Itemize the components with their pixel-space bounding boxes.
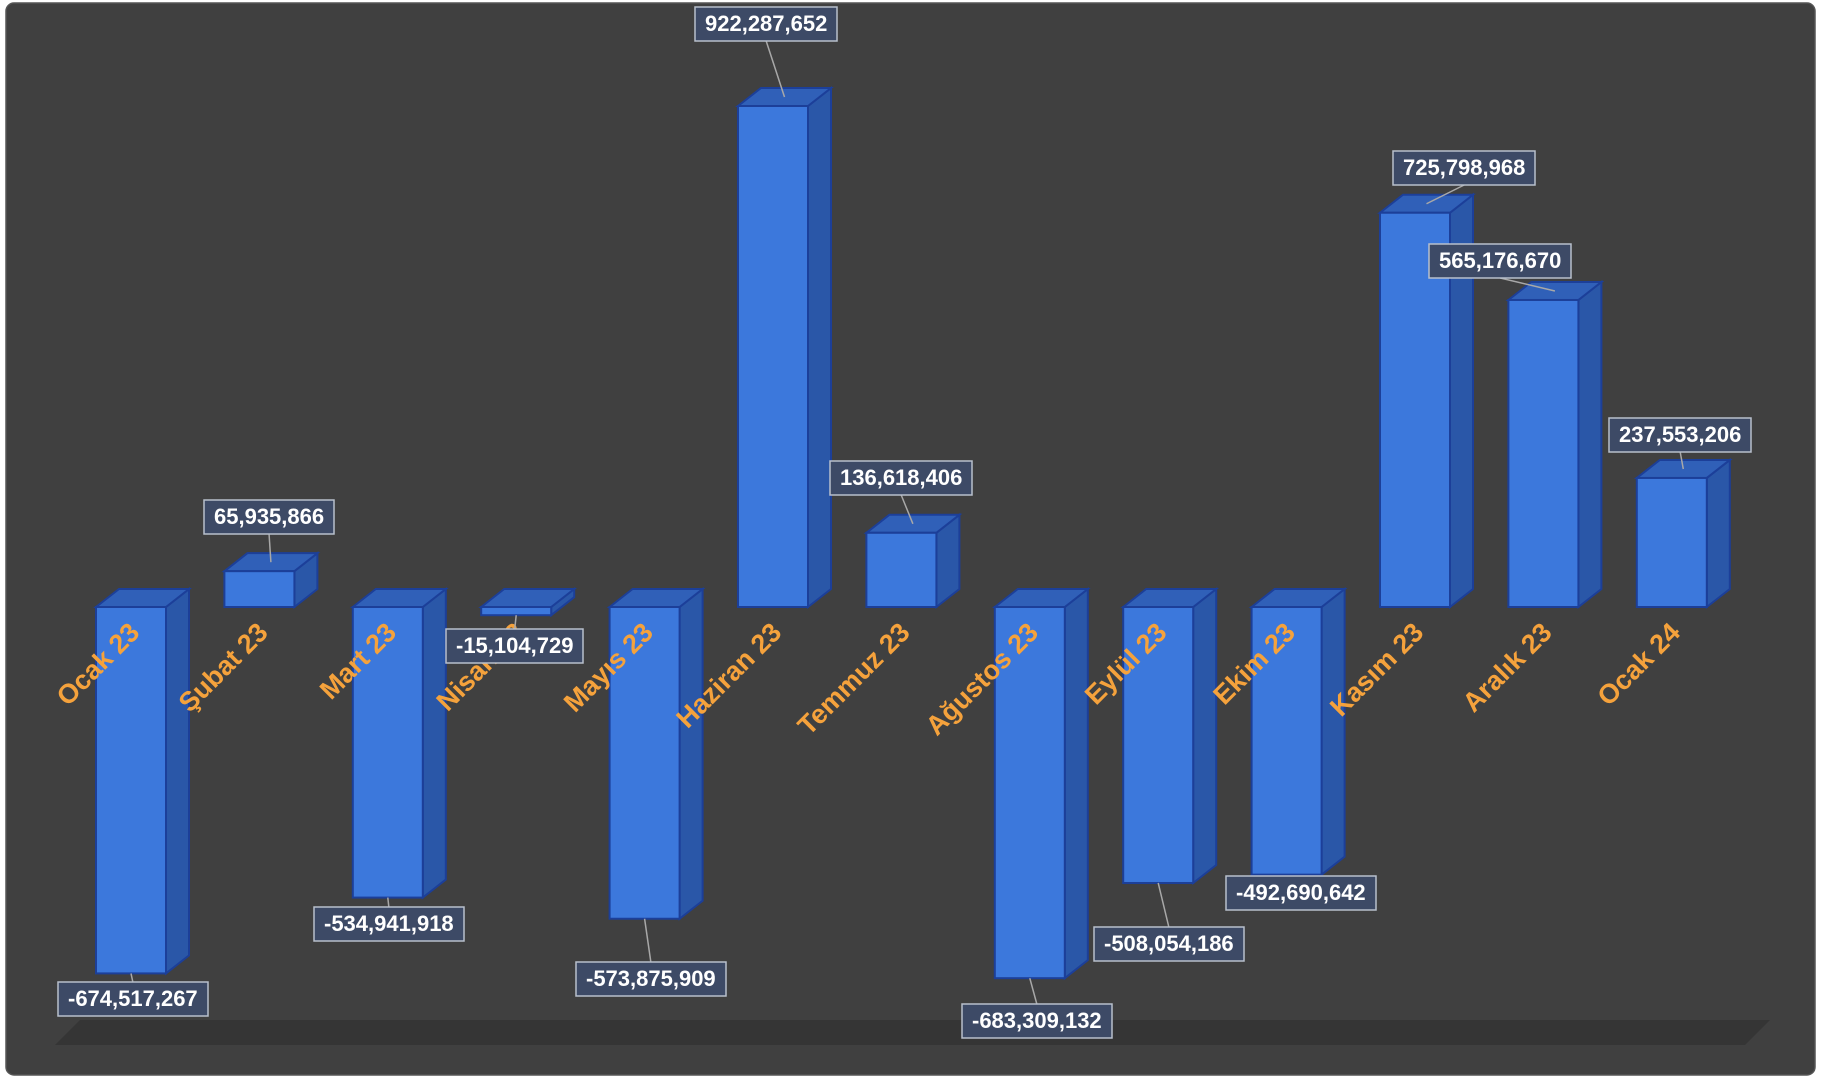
bar-mart-23 xyxy=(349,586,449,900)
leader-line-aralik-23 xyxy=(1499,277,1556,292)
bar-front-mayis-23 xyxy=(608,606,681,920)
bar-front-agustos-23 xyxy=(993,606,1066,980)
bar-side-ekim-23 xyxy=(1320,586,1346,877)
leader-line-subat-23 xyxy=(268,533,272,563)
data-label-ocak-24: 237,553,206 xyxy=(1608,417,1752,453)
data-label-temmuz-23: 136,618,406 xyxy=(829,460,973,496)
leader-line-temmuz-23 xyxy=(900,494,914,525)
leader-line-mayis-23 xyxy=(643,918,652,963)
data-label-haziran-23: 922,287,652 xyxy=(694,6,838,42)
bar-front-eylul-23 xyxy=(1122,606,1195,884)
bar-front-subat-23 xyxy=(223,570,296,608)
bar-front-ekim-23 xyxy=(1250,606,1323,876)
data-label-text: 136,618,406 xyxy=(840,465,962,490)
bar-side-agustos-23 xyxy=(1063,586,1089,981)
data-label-box xyxy=(445,628,584,664)
leader-line-agustos-23 xyxy=(1029,977,1038,1005)
data-label-box xyxy=(57,981,209,1017)
data-label-text: -683,309,132 xyxy=(972,1008,1102,1033)
data-label-box xyxy=(1225,875,1377,911)
bar-front-mart-23 xyxy=(351,606,424,899)
data-label-box xyxy=(203,499,335,535)
bar-side-mart-23 xyxy=(421,586,447,900)
data-label-text: 565,176,670 xyxy=(1439,248,1561,273)
bar-ocak-24 xyxy=(1633,457,1733,610)
data-label-text: 725,798,968 xyxy=(1403,155,1525,180)
bar-side-ocak-23 xyxy=(165,586,190,976)
data-label-text: -15,104,729 xyxy=(456,633,573,658)
data-label-text: 237,553,206 xyxy=(1619,422,1741,447)
bar-haziran-23 xyxy=(735,85,834,610)
data-label-ocak-23: -674,517,267 xyxy=(57,981,209,1017)
bar-side-ocak-24 xyxy=(1705,457,1731,610)
data-label-ekim-23: -492,690,642 xyxy=(1225,875,1377,911)
bar-aralik-23 xyxy=(1505,279,1605,610)
bar-front-temmuz-23 xyxy=(865,531,938,609)
bar-front-ocak-24 xyxy=(1635,476,1708,609)
bar-side-mayis-23 xyxy=(678,586,704,921)
leader-line-nisan-23 xyxy=(513,615,517,630)
bar-temmuz-23 xyxy=(863,512,963,610)
bar-nisan-23 xyxy=(478,586,578,618)
bar-eylul-23 xyxy=(1120,586,1220,886)
bar-mayis-23 xyxy=(606,586,706,921)
data-label-text: 65,935,866 xyxy=(214,504,324,529)
data-label-mart-23: -534,941,918 xyxy=(313,906,465,942)
data-label-text: -573,875,909 xyxy=(586,966,716,991)
plot-floor xyxy=(55,1020,1770,1045)
data-label-agustos-23: -683,309,132 xyxy=(961,1003,1113,1039)
data-label-mayis-23: -573,875,909 xyxy=(575,961,727,997)
bar-ekim-23 xyxy=(1248,586,1348,877)
leader-line-ocak-23 xyxy=(130,973,134,983)
bar-front-haziran-23 xyxy=(737,105,809,608)
data-labels-layer: -674,517,267 65,935,866 -534,941,918 -15,10… xyxy=(57,6,1752,1039)
data-label-nisan-23: -15,104,729 xyxy=(445,628,584,664)
leader-line-eylul-23 xyxy=(1157,882,1170,928)
data-label-text: -674,517,267 xyxy=(68,986,198,1011)
leader-line-mart-23 xyxy=(387,897,390,908)
data-label-text: -508,054,186 xyxy=(1104,931,1234,956)
data-label-box xyxy=(1608,417,1752,453)
data-label-subat-23: 65,935,866 xyxy=(203,499,335,535)
bar-side-aralik-23 xyxy=(1577,279,1603,610)
data-label-box xyxy=(1392,150,1536,186)
data-label-kasim-23: 725,798,968 xyxy=(1392,150,1536,186)
data-label-box xyxy=(1093,926,1245,962)
data-label-text: -534,941,918 xyxy=(324,911,454,936)
bar-front-nisan-23 xyxy=(480,606,553,617)
data-label-text: 922,287,652 xyxy=(705,11,827,36)
data-label-box xyxy=(694,6,838,42)
bar-front-aralik-23 xyxy=(1507,298,1580,608)
data-label-aralik-23: 565,176,670 xyxy=(1428,243,1572,279)
leader-line-kasim-23 xyxy=(1426,184,1465,205)
data-label-box xyxy=(575,961,727,997)
leader-lines-layer xyxy=(130,40,1685,1005)
data-label-text: -492,690,642 xyxy=(1236,880,1366,905)
data-label-box xyxy=(961,1003,1113,1039)
data-label-eylul-23: -508,054,186 xyxy=(1093,926,1245,962)
leader-line-ocak-24 xyxy=(1679,451,1685,470)
bar-side-eylul-23 xyxy=(1192,586,1218,886)
leader-line-haziran-23 xyxy=(765,40,786,98)
bar-agustos-23 xyxy=(991,586,1091,981)
data-label-box xyxy=(313,906,465,942)
data-label-box xyxy=(829,460,973,496)
data-label-box xyxy=(1428,243,1572,279)
bar-side-haziran-23 xyxy=(807,85,832,610)
